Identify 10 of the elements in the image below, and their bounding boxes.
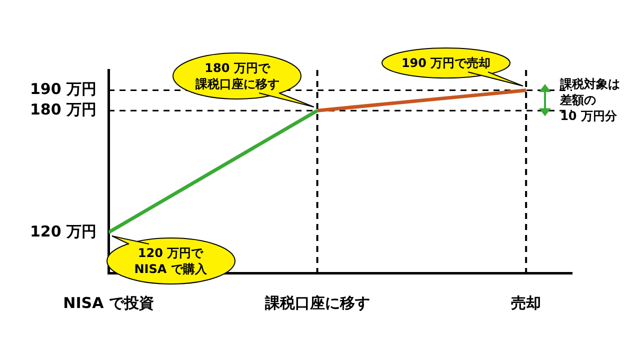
y-tick-label: 190 万円 — [30, 80, 97, 98]
x-tick-label: 課税口座に移す — [264, 294, 370, 312]
annotation: 課税対象は差額の10 万円分 — [560, 76, 620, 125]
annotation: 180 万円で課税口座に移す — [194, 60, 280, 92]
annotation: 190 万円で売却 — [400, 55, 492, 72]
y-tick-label: 120 万円 — [30, 222, 97, 240]
x-tick-label: NISA で投資 — [63, 294, 154, 312]
x-tick-label: 売却 — [511, 294, 542, 312]
annotation: 120 万円でNISA で購入 — [133, 245, 208, 278]
y-tick-label: 180 万円 — [30, 100, 97, 118]
